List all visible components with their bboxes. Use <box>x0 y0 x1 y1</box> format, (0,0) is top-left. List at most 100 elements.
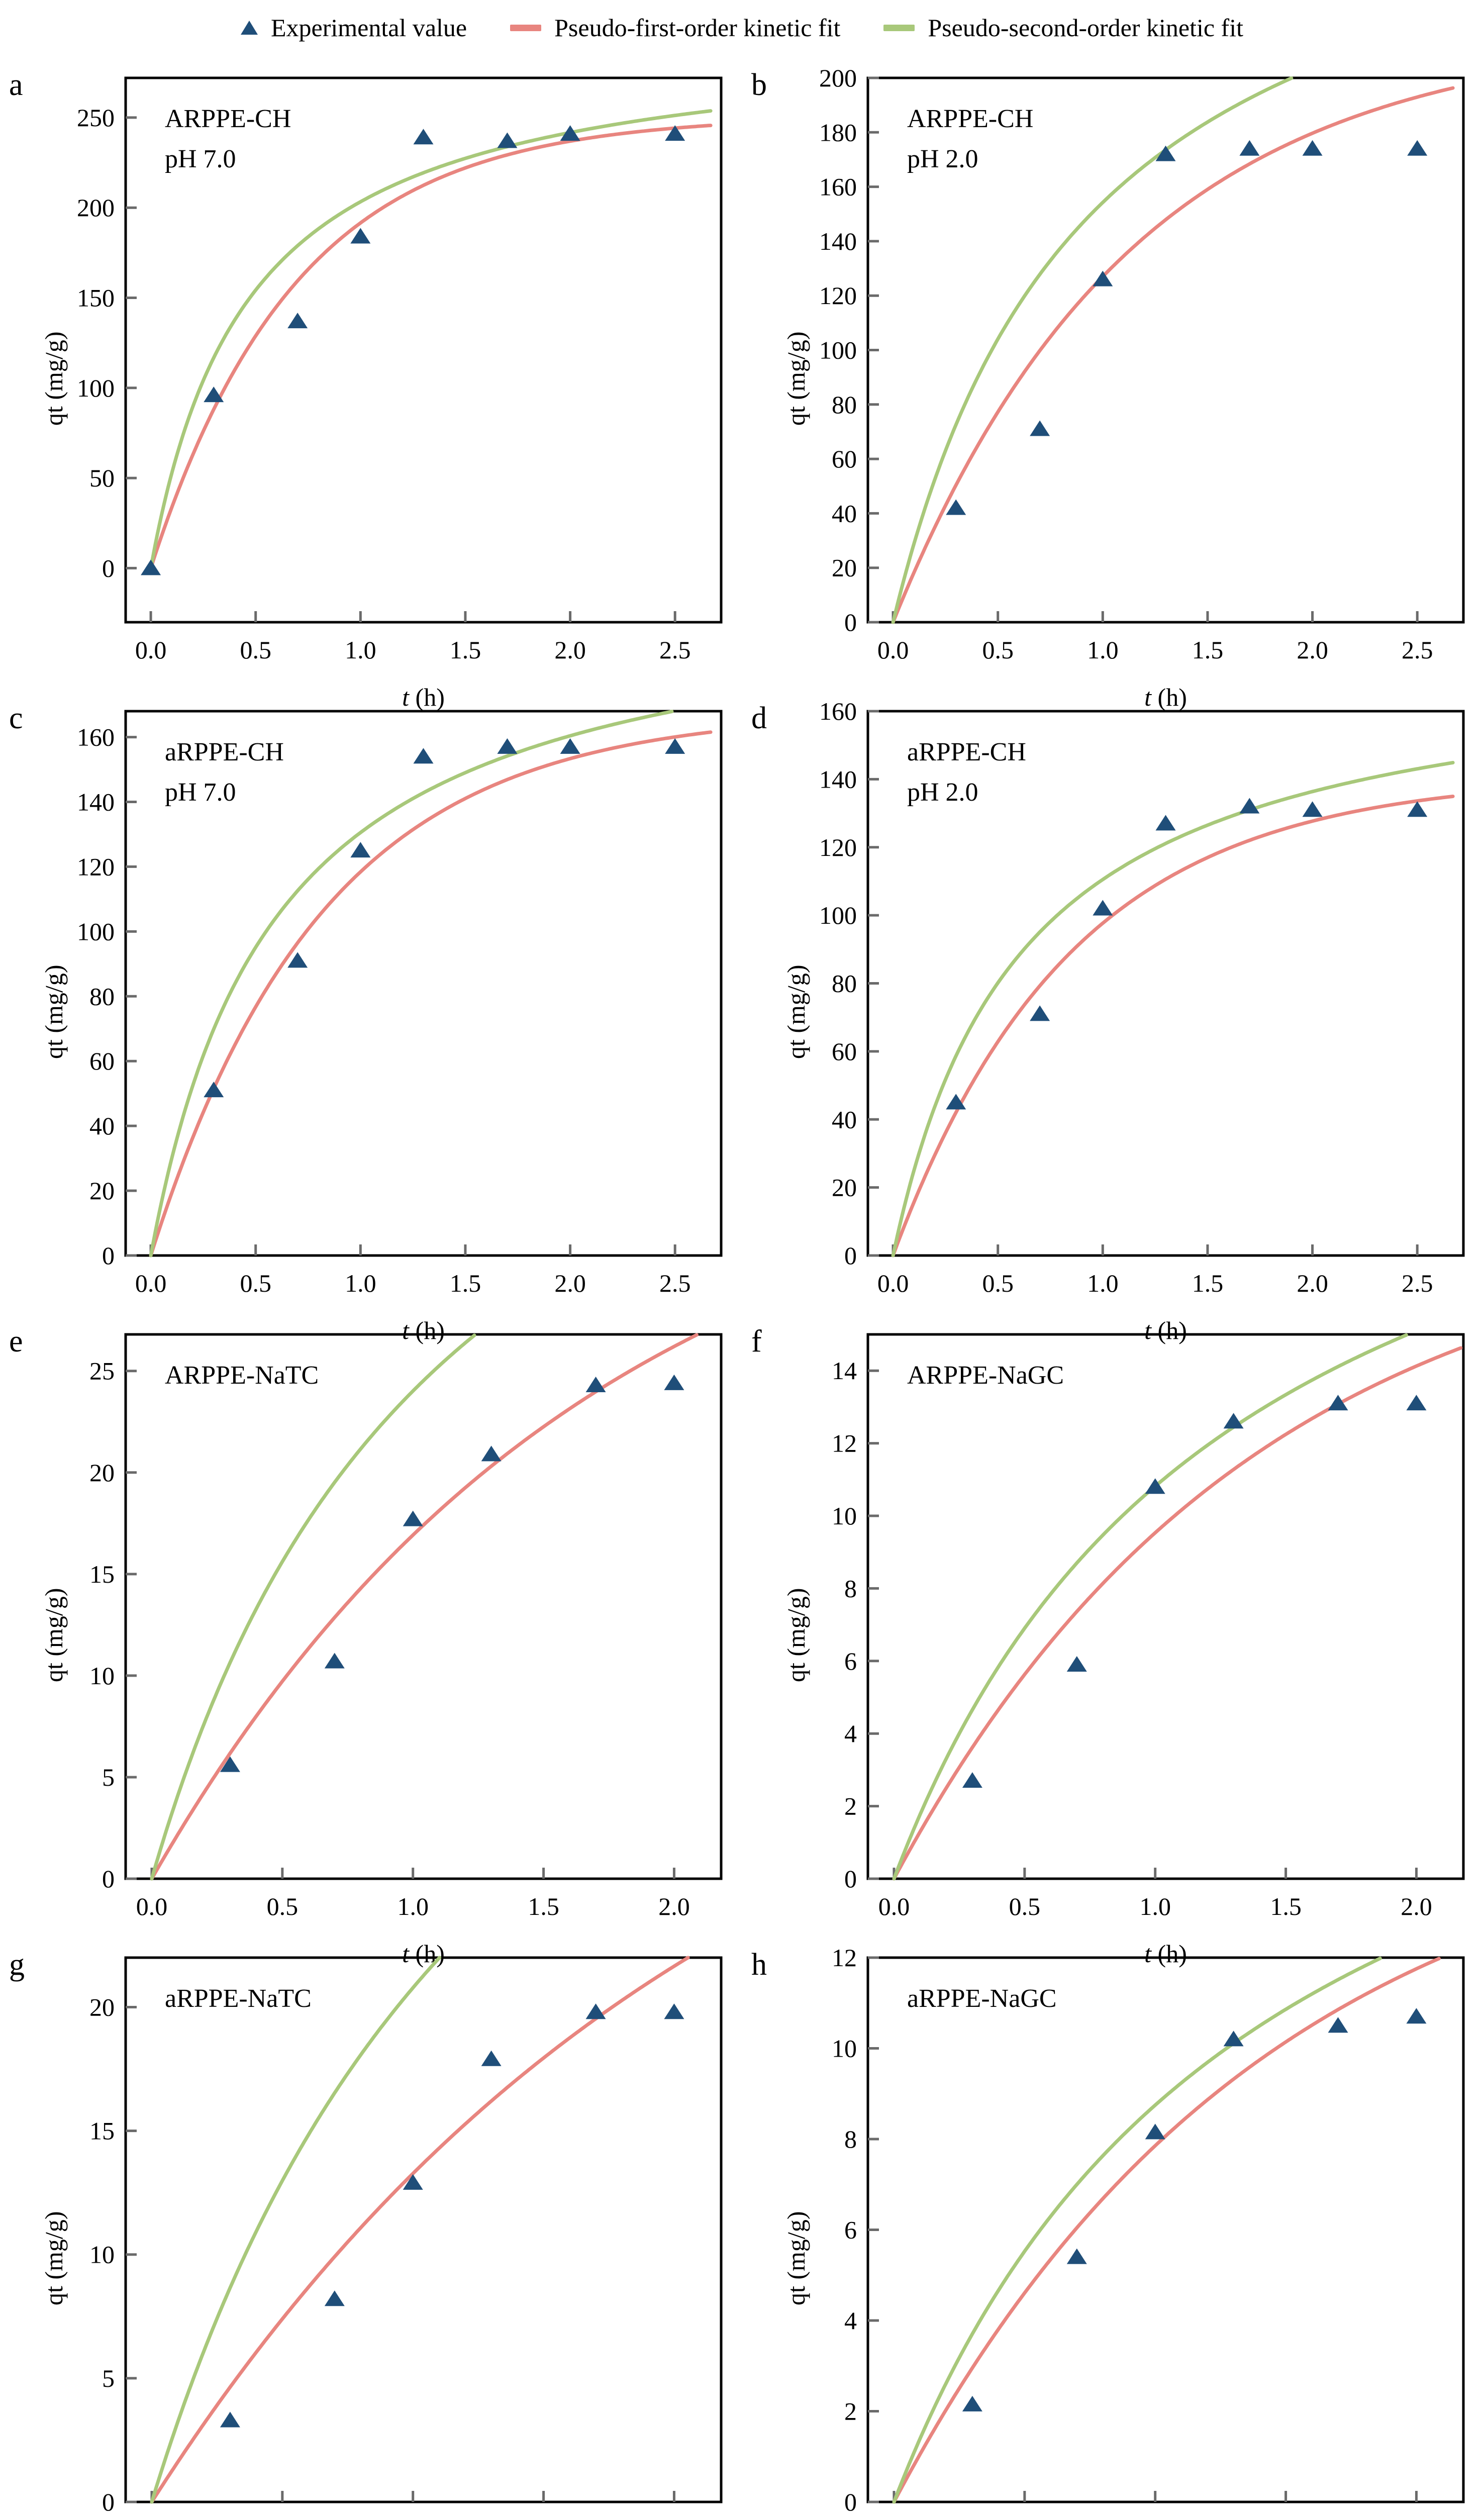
panel-c: c 0 20 40 60 80 100 120 140 160 0.0 0.5 1.0 1.5 2.0 2.5… <box>0 694 742 1344</box>
x-tick-label: 2.5 <box>659 636 691 664</box>
y-tick-label: 0 <box>844 2488 857 2513</box>
y-tick-label: 200 <box>77 194 115 222</box>
data-point-marker <box>1328 2017 1348 2033</box>
plot-frame <box>866 1956 1465 2503</box>
y-tick-label: 80 <box>89 982 115 1010</box>
plot-area-d: 0 20 40 60 80 100 120 140 160 0.0 0.5 1.0 1.5 2.0 2.5 <box>819 697 1465 1297</box>
y-tick-label: 4 <box>844 1719 857 1748</box>
data-point-marker <box>287 313 308 329</box>
data-point-marker <box>1155 145 1176 161</box>
panel-b: b 0 20 40 60 80 100 120 140 160 180 200 0.0 0.5 1.0 1.5… <box>742 60 1484 711</box>
panel-letter-b: b <box>751 68 767 102</box>
pseudo-second-order-curve <box>149 710 674 1258</box>
x-tick-label: 0.0 <box>877 636 909 664</box>
x-tick-label: 1.5 <box>528 1892 559 1920</box>
ph-condition-label: pH 2.0 <box>907 145 978 173</box>
data-point-marker <box>665 125 685 141</box>
y-tick-label: 100 <box>77 374 115 402</box>
plot-frame <box>124 710 723 1257</box>
pseudo-first-order-curve <box>892 1346 1463 1881</box>
x-tick-label: 1.5 <box>450 636 481 664</box>
y-tick-label: 0 <box>844 608 857 636</box>
panel-letter-e: e <box>9 1324 23 1359</box>
data-point-marker <box>946 499 966 515</box>
panel-a: a 0 50 100 150 200 250 0.0 0.5 1.0 1.5 2.0 2.5 qt (mg… <box>0 60 742 711</box>
pseudo-second-order-curve <box>891 760 1455 1258</box>
y-tick-label: 140 <box>77 788 115 816</box>
data-point-marker <box>350 228 371 244</box>
data-point-marker <box>946 1094 966 1110</box>
panel-letter-c: c <box>9 701 23 735</box>
data-point-marker <box>481 2050 502 2066</box>
plot-area-b: 0 20 40 60 80 100 120 140 160 180 200 0.0 0.5 1.0 1.5 2… <box>819 64 1465 664</box>
legend-item-pseudo-second-order: Pseudo-second-order kinetic fit <box>883 13 1243 42</box>
y-tick-label: 200 <box>819 64 857 92</box>
y-tick-label: 100 <box>77 917 115 945</box>
plot-frame <box>124 1333 723 1880</box>
y-tick-label: 10 <box>832 1502 857 1530</box>
data-point-marker <box>403 2174 423 2190</box>
pseudo-first-order-curve <box>891 795 1455 1258</box>
y-axis-label: qt (mg/g) <box>782 964 810 1059</box>
data-point-marker <box>1093 270 1113 286</box>
y-tick-label: 150 <box>77 284 115 312</box>
y-tick-label: 140 <box>819 765 857 793</box>
data-point-marker <box>1407 140 1428 156</box>
y-tick-label: 5 <box>102 1763 115 1791</box>
y-tick-label: 40 <box>832 499 857 527</box>
plot-area-e: 0 5 10 15 20 25 0.0 0.5 1.0 1.5 2.0 <box>89 1333 723 1920</box>
x-tick-label: 1.0 <box>345 636 376 664</box>
y-tick-label: 250 <box>77 104 115 132</box>
y-tick-label: 100 <box>819 901 857 929</box>
y-tick-label: 20 <box>89 1177 115 1205</box>
data-point-marker <box>481 1445 502 1462</box>
y-axis-label: qt (mg/g) <box>40 964 68 1059</box>
pseudo-second-order-curve <box>150 1333 476 1881</box>
sample-name-label: aRPPE-CH <box>907 738 1026 766</box>
pseudo-first-order-curve <box>892 1957 1441 2504</box>
data-point-marker <box>403 1510 423 1526</box>
data-point-marker <box>1030 1005 1050 1021</box>
plot-area-g: 051015200.00.51.01.52.0 <box>89 1956 723 2513</box>
data-point-marker <box>962 1772 982 1788</box>
data-point-marker <box>497 738 518 754</box>
x-tick-label: 2.5 <box>1402 1269 1433 1297</box>
y-tick-label: 12 <box>832 1429 857 1458</box>
data-point-marker <box>665 738 685 754</box>
ph-condition-label: pH 7.0 <box>165 778 236 807</box>
data-point-marker <box>141 559 161 575</box>
data-point-marker <box>220 2411 240 2428</box>
pseudo-second-order-curve <box>150 1956 442 2504</box>
y-axis-label: qt (mg/g) <box>40 2211 68 2305</box>
data-point-marker <box>1223 2031 1244 2047</box>
panel-f: f 0 2 4 6 8 10 12 14 0.0 0.5 1.0 1.5 2.0 qt (mg/g) t (h… <box>742 1317 1484 1968</box>
y-tick-label: 0 <box>844 1865 857 1893</box>
data-point-marker <box>1406 2008 1427 2024</box>
y-tick-label: 25 <box>89 1357 115 1385</box>
triangle-marker-icon <box>240 21 258 35</box>
panel-letter-d: d <box>751 701 767 735</box>
x-tick-label: 1.0 <box>1087 1269 1119 1297</box>
x-tick-label: 1.0 <box>345 1269 376 1297</box>
y-tick-label: 10 <box>89 1662 115 1690</box>
x-tick-label: 2.0 <box>658 1892 690 1920</box>
y-tick-label: 60 <box>832 1037 857 1066</box>
ph-condition-label: pH 7.0 <box>165 145 236 173</box>
x-tick-label: 2.0 <box>1297 1269 1328 1297</box>
y-tick-label: 40 <box>832 1105 857 1133</box>
panel-e: e 0 5 10 15 20 25 0.0 0.5 1.0 1.5 2.0 qt (mg/g) t (h)… <box>0 1317 742 1968</box>
data-point-marker <box>664 1374 684 1390</box>
panel-h: h0246810120.00.51.01.52.0qt (mg/g)t (h)a… <box>742 1940 1484 2513</box>
x-tick-label: 2.0 <box>554 1269 586 1297</box>
x-axis-label: t (h) <box>402 1940 445 1968</box>
y-tick-label: 40 <box>89 1112 115 1140</box>
pseudo-first-order-curve <box>150 1333 699 1881</box>
sample-name-label: aRPPE-CH <box>165 738 284 766</box>
x-tick-label: 1.5 <box>1270 1892 1302 1920</box>
panel-letter-f: f <box>751 1324 762 1359</box>
data-point-marker <box>962 2395 982 2411</box>
x-axis-label: t (h) <box>1144 1940 1187 1968</box>
data-point-marker <box>1155 815 1176 831</box>
line-swatch-icon <box>883 24 915 31</box>
legend-label-pseudo-first-order: Pseudo-first-order kinetic fit <box>554 14 841 42</box>
